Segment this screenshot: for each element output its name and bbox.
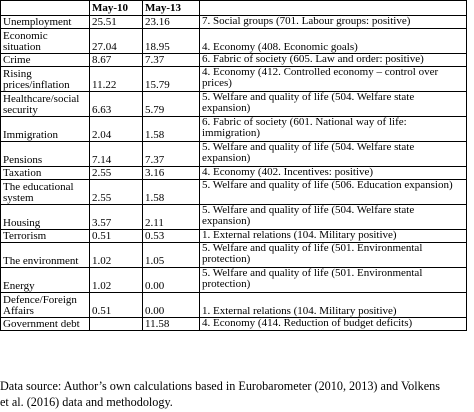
issue-cell: Pensions [0,141,90,167]
category-cell: 6. Fabric of society (605. Law and order… [199,53,467,67]
caption-line-1: Data source: Author’s own calculations b… [0,379,441,393]
may13-cell: 15.79 [142,66,200,92]
category-cell: 7. Social groups (701. Labour groups: po… [199,15,467,29]
category-cell: 4. Economy (408. Economic goals) [199,28,467,54]
may13-cell: 3.16 [142,166,200,180]
issue-cell: Healthcare/social security [0,91,90,117]
issue-cell: Immigration [0,116,90,142]
header-category [199,0,467,16]
header-may13: May-13 [142,0,200,16]
caption-line-2: et al. (2016) data and methodology. [0,395,173,409]
category-cell: 4. Economy (414. Reduction of budget def… [199,317,467,331]
may10-cell: 25.51 [89,15,143,29]
table-row: Healthcare/social security 6.63 5.79 5. … [0,91,467,117]
category-cell: 5. Welfare and quality of life (504. Wel… [199,141,467,167]
table-row: Defence/Foreign Affairs 0.51 0.00 1. Ext… [0,292,467,318]
header-may10: May-10 [89,0,143,16]
may13-cell: 18.95 [142,28,200,54]
may10-cell: 1.02 [89,242,143,268]
issue-cell: Energy [0,267,90,293]
issue-cell: Housing [0,204,90,230]
table-row: Immigration 2.04 1.58 6. Fabric of socie… [0,116,467,142]
may10-cell [89,317,143,331]
may10-cell: 2.55 [89,166,143,180]
may13-cell: 5.79 [142,91,200,117]
issue-cell: Economic situation [0,28,90,54]
may13-cell: 1.58 [142,179,200,205]
category-cell: 1. External relations (104. Military pos… [199,229,467,243]
may13-cell: 7.37 [142,141,200,167]
may13-cell: 11.58 [142,317,200,331]
issue-cell: The educational system [0,179,90,205]
category-cell: 5. Welfare and quality of life (501. Env… [199,242,467,268]
issue-cell: Government debt [0,317,90,331]
may10-cell: 27.04 [89,28,143,54]
category-cell: 4. Economy (402. Incentives: positive) [199,166,467,180]
table-row: The environment 1.02 1.05 5. Welfare and… [0,242,467,268]
may13-cell: 1.05 [142,242,200,268]
may10-cell: 0.51 [89,229,143,243]
table-header-row: May-10 May-13 [0,0,467,16]
issue-cell: Crime [0,53,90,67]
table-row: Rising prices/inflation 11.22 15.79 4. E… [0,66,467,92]
issue-cell: Rising prices/inflation [0,66,90,92]
issue-cell: Terrorism [0,229,90,243]
table-row: Economic situation 27.04 18.95 4. Econom… [0,28,467,54]
table-row: Taxation 2.55 3.16 4. Economy (402. Ince… [0,166,467,180]
issues-table: May-10 May-13 Unemployment 25.51 23.16 7… [0,0,467,331]
category-cell: 5. Welfare and quality of life (504. Wel… [199,204,467,230]
table-row: Unemployment 25.51 23.16 7. Social group… [0,15,467,29]
category-cell: 5. Welfare and quality of life (504. Wel… [199,91,467,117]
category-cell: 5. Welfare and quality of life (501. Env… [199,267,467,293]
may13-cell: 0.53 [142,229,200,243]
may10-cell: 8.67 [89,53,143,67]
may13-cell: 2.11 [142,204,200,230]
may10-cell: 3.57 [89,204,143,230]
table-row: Pensions 7.14 7.37 5. Welfare and qualit… [0,141,467,167]
may10-cell: 2.55 [89,179,143,205]
table-row: Terrorism 0.51 0.53 1. External relation… [0,229,467,243]
category-cell: 6. Fabric of society (601. National way … [199,116,467,142]
may10-cell: 2.04 [89,116,143,142]
may10-cell: 0.51 [89,292,143,318]
may13-cell: 7.37 [142,53,200,67]
table-row: Energy 1.02 0.00 5. Welfare and quality … [0,267,467,293]
may13-cell: 0.00 [142,267,200,293]
table-row: Government debt 11.58 4. Economy (414. R… [0,317,467,331]
may10-cell: 6.63 [89,91,143,117]
issue-cell: Unemployment [0,15,90,29]
may13-cell: 1.58 [142,116,200,142]
issue-cell: The environment [0,242,90,268]
may13-cell: 23.16 [142,15,200,29]
table-row: Crime 8.67 7.37 6. Fabric of society (60… [0,53,467,67]
may10-cell: 1.02 [89,267,143,293]
category-cell: 5. Welfare and quality of life (506. Edu… [199,179,467,205]
may10-cell: 7.14 [89,141,143,167]
issue-cell: Taxation [0,166,90,180]
table-row: The educational system 2.55 1.58 5. Welf… [0,179,467,205]
table-row: Housing 3.57 2.11 5. Welfare and quality… [0,204,467,230]
category-cell: 4. Economy (412. Controlled economy – co… [199,66,467,92]
may13-cell: 0.00 [142,292,200,318]
category-cell: 1. External relations (104. Military pos… [199,292,467,318]
may10-cell: 11.22 [89,66,143,92]
issue-cell: Defence/Foreign Affairs [0,292,90,318]
header-issue [0,0,90,16]
data-source-caption: Data source: Author’s own calculations b… [0,378,474,410]
